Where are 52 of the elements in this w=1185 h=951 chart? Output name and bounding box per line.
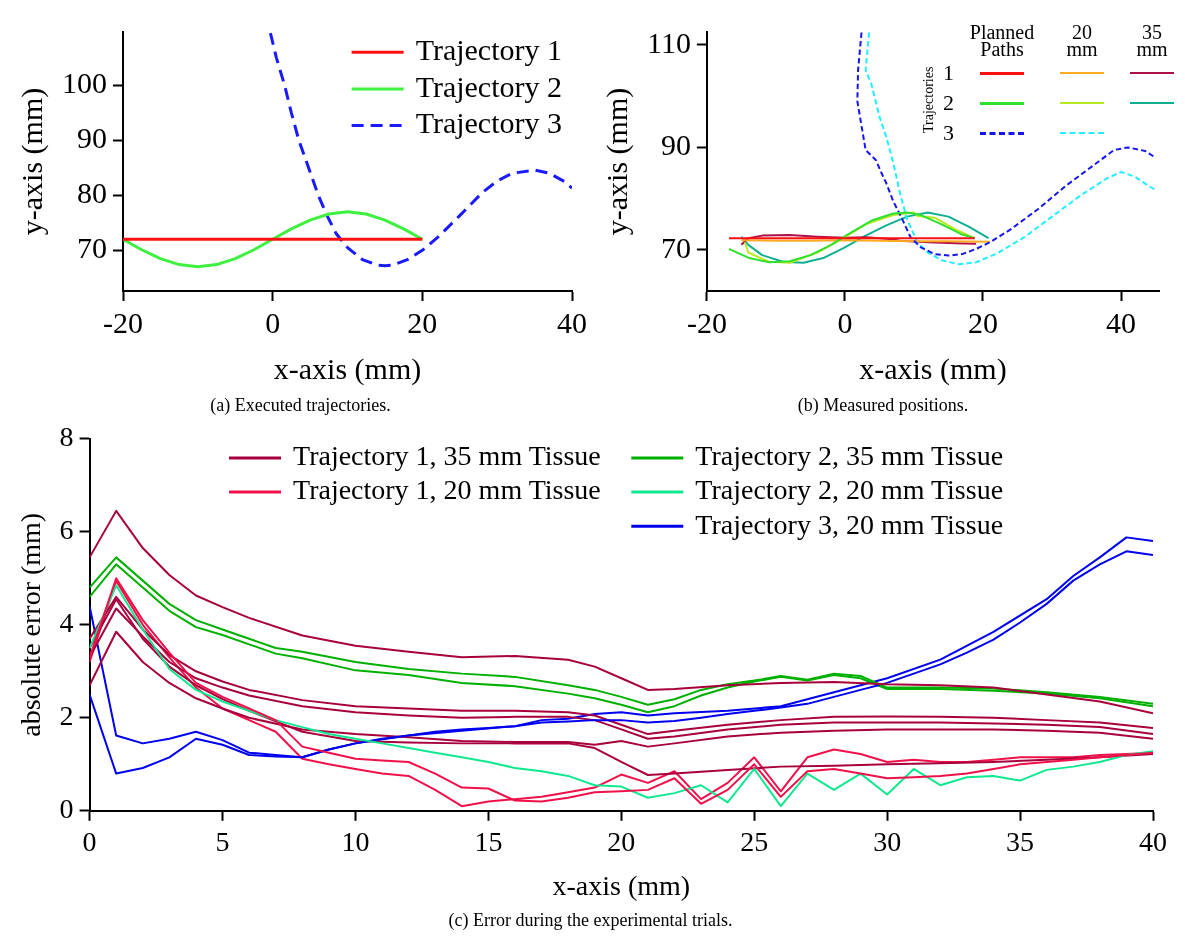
x-tick-label: 40 — [1106, 305, 1137, 339]
legend-label: Trajectory 2 — [415, 69, 563, 103]
x-tick-label: 0 — [837, 305, 853, 339]
y-tick-label: 0 — [59, 793, 74, 825]
legend-label: Trajectory 3, 20 mm Tissue — [695, 508, 1004, 540]
x-tick-label: 15 — [474, 825, 503, 857]
text: (c) Error during the experimental trials. — [447, 910, 734, 931]
x-tick-label: 5 — [215, 825, 230, 857]
y-axis-title: y-axis (mm) — [14, 87, 49, 236]
x-tick-label: 40 — [557, 305, 587, 339]
annotation: 20 mm — [1065, 21, 1099, 60]
x-axis-title: x-axis (mm) — [552, 869, 691, 901]
legend-title: Trajectories — [921, 66, 937, 133]
legend-label: Trajectory 1 — [415, 33, 563, 67]
x-tick-label: 40 — [1139, 825, 1167, 857]
legend-label: Trajectory 2, 35 mm Tissue — [695, 440, 1004, 472]
y-axis-title: absolute error (mm) — [15, 512, 47, 737]
legend-label: Trajectory 3 — [415, 106, 563, 140]
y-tick-label: 4 — [59, 607, 74, 639]
y-tick-label: 90 — [660, 128, 691, 162]
x-tick-label: 35 — [1006, 825, 1035, 857]
y-tick-label: 110 — [647, 25, 691, 59]
annotation: 2 — [943, 90, 954, 115]
x-tick-label: -20 — [103, 305, 143, 339]
annotation: 3 — [943, 120, 954, 145]
text: (b) Measured positions. — [796, 395, 970, 416]
y-tick-label: 100 — [62, 66, 107, 100]
x-tick-label: 10 — [341, 825, 370, 857]
x-tick-label: 20 — [407, 305, 438, 339]
x-tick-label: 0 — [265, 305, 281, 339]
y-tick-label: 6 — [59, 514, 74, 546]
legend-label: Trajectory 1, 35 mm Tissue — [293, 440, 601, 472]
legend-label: Trajectory 2, 20 mm Tissue — [695, 474, 1004, 506]
x-axis-title: x-axis (mm) — [859, 351, 1007, 386]
x-tick-label: 20 — [967, 305, 998, 339]
annotation: 35 mm — [1135, 21, 1169, 60]
x-tick-label: -20 — [686, 305, 727, 339]
y-tick-label: 90 — [77, 121, 107, 155]
y-tick-label: 70 — [77, 231, 107, 265]
legend-label: Trajectory 1, 20 mm Tissue — [293, 474, 601, 506]
y-tick-label: 2 — [59, 700, 74, 732]
x-tick-label: 25 — [740, 825, 769, 857]
y-axis-title: y-axis (mm) — [599, 87, 634, 236]
text: (a) Executed trajectories. — [209, 395, 392, 416]
x-tick-label: 30 — [873, 825, 902, 857]
x-tick-label: 20 — [607, 825, 636, 857]
y-tick-label: 8 — [59, 421, 74, 453]
annotation: Planned Paths — [968, 21, 1036, 60]
annotation: 1 — [943, 60, 954, 85]
x-axis-title: x-axis (mm) — [273, 351, 422, 386]
y-tick-label: 70 — [660, 230, 691, 264]
y-tick-label: 80 — [77, 176, 107, 210]
